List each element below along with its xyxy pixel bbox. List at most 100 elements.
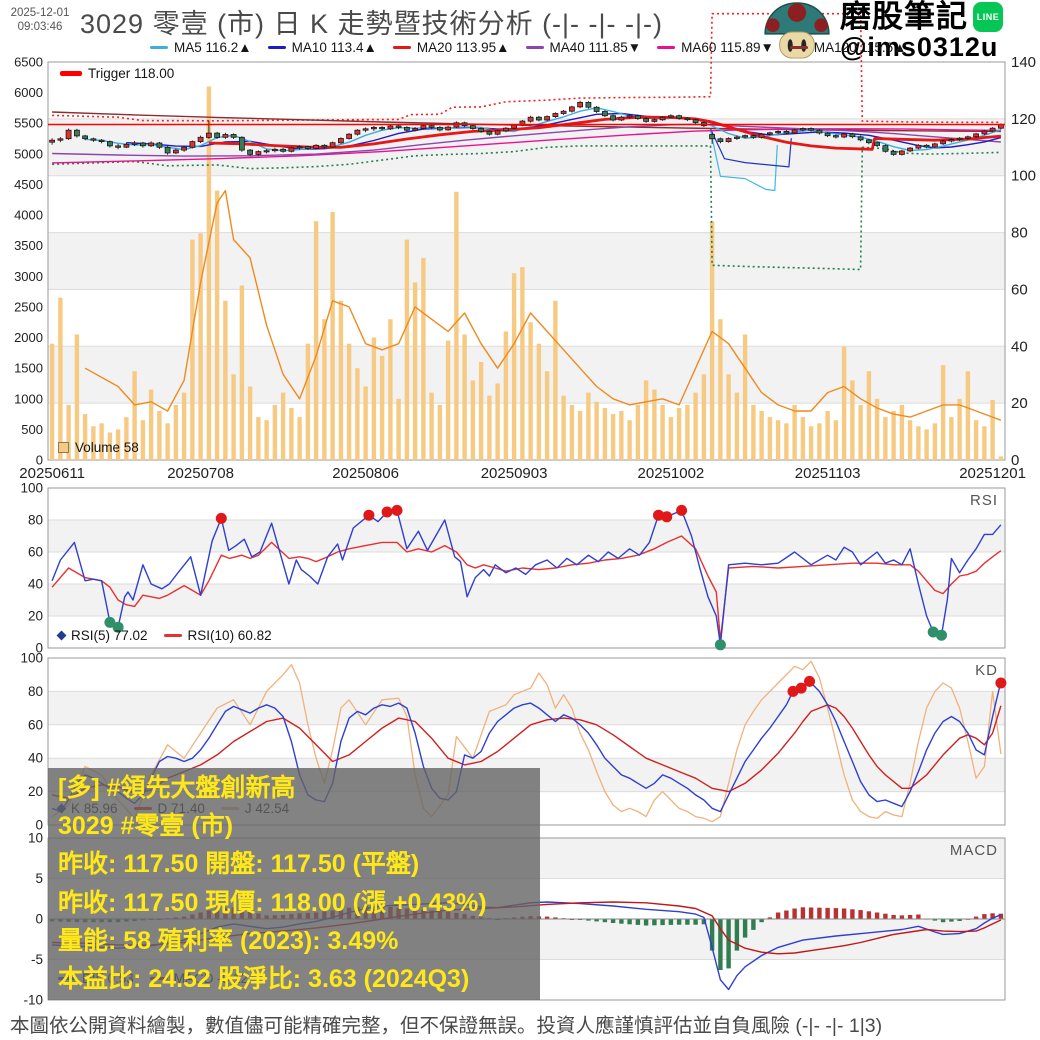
svg-text:5500: 5500 <box>14 116 43 131</box>
trigger-legend: Trigger 118.00 <box>60 66 174 81</box>
svg-text:60: 60 <box>28 545 43 560</box>
legend-label: Volume 58 <box>75 440 139 455</box>
svg-text:-10: -10 <box>23 993 43 1008</box>
svg-text:20251201: 20251201 <box>959 465 1026 482</box>
svg-text:100: 100 <box>20 651 43 666</box>
svg-text:60: 60 <box>28 717 43 732</box>
svg-text:40: 40 <box>1011 338 1028 355</box>
svg-text:80: 80 <box>1011 225 1028 242</box>
diamond-swatch-icon <box>56 630 67 641</box>
svg-text:0: 0 <box>35 818 43 833</box>
svg-text:80: 80 <box>28 684 43 699</box>
svg-text:1500: 1500 <box>14 361 43 376</box>
square-swatch-icon <box>58 442 69 453</box>
legend-item: RSI(5) 77.02 <box>56 628 148 643</box>
svg-text:3500: 3500 <box>14 238 43 253</box>
svg-text:140: 140 <box>1011 54 1036 71</box>
brand-name: 磨股筆記 <box>840 0 968 34</box>
panel-label-rsi: RSI <box>969 492 998 509</box>
svg-text:20250903: 20250903 <box>481 465 548 482</box>
timestamp-date: 2025-12-01 <box>10 7 70 19</box>
svg-text:40: 40 <box>28 577 43 592</box>
legend-label: MA10 113.4▲ <box>291 40 377 55</box>
svg-text:120: 120 <box>1011 111 1036 128</box>
overlay-line-signal: [多] #領先大盤創新高 <box>58 774 296 802</box>
thickline-swatch-icon <box>60 71 82 76</box>
overlay-line-volume-yield: 量能: 58 殖利率 (2023): 3.49% <box>58 926 399 955</box>
svg-text:20250708: 20250708 <box>167 465 234 482</box>
svg-text:80: 80 <box>28 513 43 528</box>
overlay-line-stock: 3029 #零壹 (市) <box>58 812 234 841</box>
line-swatch-icon <box>163 634 182 637</box>
svg-text:60: 60 <box>1011 281 1028 298</box>
overlay-line-price: 昨收: 117.50 現價: 118.00 (漲 +0.43%) <box>58 888 487 917</box>
legend-label: MA40 111.85▼ <box>549 40 642 55</box>
svg-text:-5: -5 <box>31 952 43 967</box>
svg-text:1000: 1000 <box>14 391 43 406</box>
svg-text:6000: 6000 <box>14 85 43 100</box>
legend-item: Volume 58 <box>58 440 139 455</box>
legend-item: MA5 116.2▲ <box>150 40 252 55</box>
svg-text:100: 100 <box>20 481 43 496</box>
legend-label: MA120 115.6▲ <box>813 40 907 55</box>
line-swatch-icon <box>789 46 808 49</box>
svg-text:40: 40 <box>28 751 43 766</box>
overlay-line-pe-pb: 本益比: 24.52 股淨比: 3.63 (2024Q3) <box>58 965 470 994</box>
svg-text:20250806: 20250806 <box>332 465 399 482</box>
svg-text:20250611: 20250611 <box>19 465 85 482</box>
svg-text:2000: 2000 <box>14 330 43 345</box>
legend-item: MA20 113.95▲ <box>392 40 510 55</box>
legend-item: MA10 113.4▲ <box>267 40 377 55</box>
disclaimer: 本圖依公開資料繪製，數值儘可能精確完整，但不保證無誤。投資人應謹慎評估並自負風險… <box>10 1015 883 1037</box>
panel-label-macd: MACD <box>949 842 998 859</box>
svg-text:2500: 2500 <box>14 299 43 314</box>
svg-text:4500: 4500 <box>14 177 43 192</box>
line-swatch-icon <box>525 46 544 49</box>
svg-text:20: 20 <box>28 784 43 799</box>
svg-text:20251103: 20251103 <box>795 465 861 482</box>
legend-label: MA5 116.2▲ <box>174 40 252 55</box>
panel-label-kd: KD <box>975 662 998 679</box>
svg-text:3000: 3000 <box>14 269 43 284</box>
svg-text:5000: 5000 <box>14 146 43 161</box>
line-swatch-icon <box>267 46 286 49</box>
info-overlay: [多] #領先大盤創新高 3029 #零壹 (市) 昨收: 117.50 開盤:… <box>48 768 540 1000</box>
line-icon: LINE <box>973 2 1003 32</box>
timestamp: 2025-12-01 09:03:46 <box>4 6 76 34</box>
svg-text:20251002: 20251002 <box>638 465 705 482</box>
svg-text:4000: 4000 <box>14 208 43 223</box>
timestamp-time: 09:03:46 <box>17 21 63 33</box>
svg-text:0: 0 <box>36 453 43 468</box>
svg-text:5: 5 <box>35 871 43 886</box>
svg-text:0: 0 <box>35 912 43 927</box>
legend-item: MA60 115.89▼ <box>657 40 774 55</box>
overlay-line-open: 昨收: 117.50 開盤: 117.50 (平盤) <box>58 850 420 879</box>
legend-label: RSI(10) 60.82 <box>187 628 272 643</box>
legend-label: MA60 115.89▼ <box>681 40 774 55</box>
svg-text:100: 100 <box>1011 168 1036 185</box>
legend-item: RSI(10) 60.82 <box>163 628 272 643</box>
svg-text:0: 0 <box>35 641 43 656</box>
line-swatch-icon <box>392 46 411 49</box>
svg-text:0: 0 <box>1011 452 1019 469</box>
legend-label: Trigger 118.00 <box>88 66 175 81</box>
legend-item: MA120 115.6▲ <box>789 40 907 55</box>
svg-text:20: 20 <box>28 609 43 624</box>
svg-text:6500: 6500 <box>14 55 43 70</box>
legend-label: MA20 113.95▲ <box>416 40 510 55</box>
volume-legend: Volume 58 <box>58 440 139 455</box>
mushroom-logo-icon <box>764 2 830 59</box>
ma-legend: MA5 116.2▲ MA10 113.4▲ MA20 113.95▲ MA40 11… <box>150 40 907 55</box>
line-swatch-icon <box>150 46 168 49</box>
legend-item: MA40 111.85▼ <box>525 40 642 55</box>
svg-text:10: 10 <box>28 831 43 846</box>
svg-text:20: 20 <box>1011 395 1028 412</box>
svg-text:500: 500 <box>21 422 43 437</box>
legend-label: RSI(5) 77.02 <box>71 628 148 643</box>
rsi-legend: RSI(5) 77.02 RSI(10) 60.82 <box>56 628 272 643</box>
brand: 磨股筆記 LINE @ims0312u <box>760 0 1003 62</box>
line-swatch-icon <box>657 46 676 49</box>
brand-handle: @ims0312u <box>840 32 999 62</box>
